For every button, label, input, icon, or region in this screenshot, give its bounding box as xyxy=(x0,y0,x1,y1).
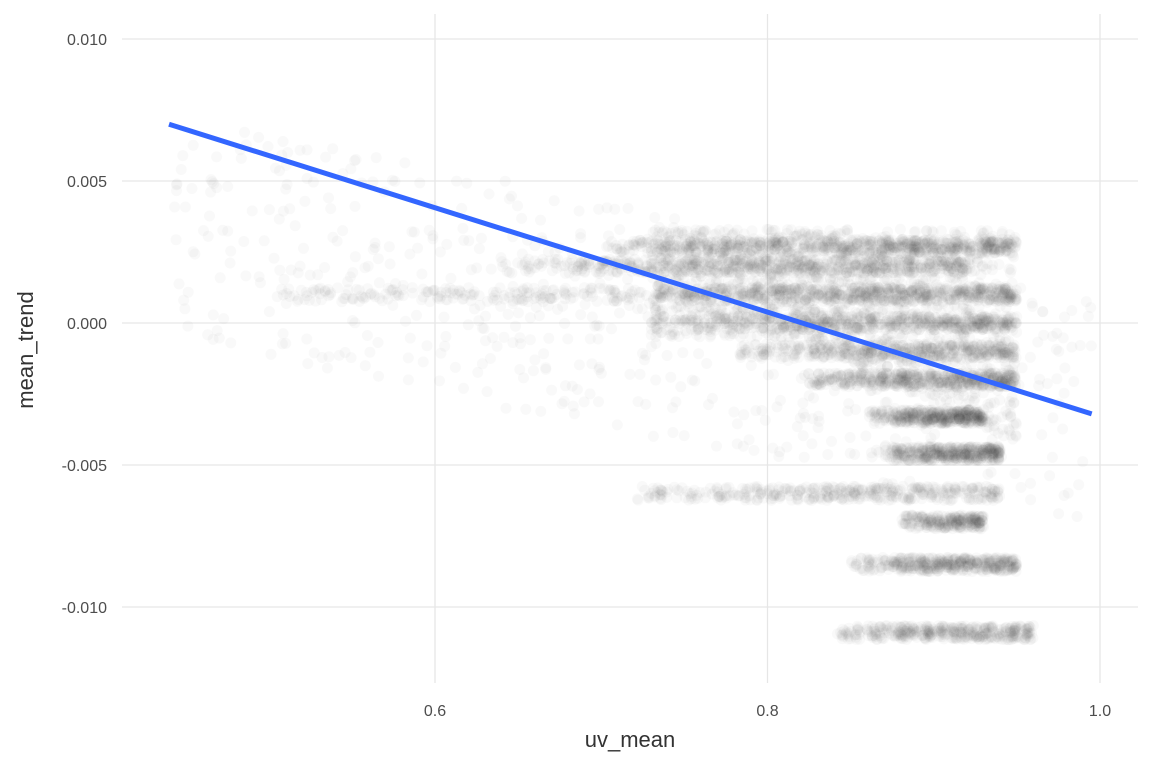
scatter-point xyxy=(648,483,659,494)
grid xyxy=(122,14,1138,683)
scatter-point xyxy=(547,285,558,296)
scatter-point xyxy=(608,285,619,296)
scatter-point xyxy=(567,287,578,298)
scatter-point xyxy=(977,444,988,455)
scatter-point xyxy=(913,452,924,463)
scatter-point xyxy=(853,494,864,505)
scatter-point xyxy=(886,494,897,505)
scatter-point xyxy=(903,455,914,466)
scatter-point xyxy=(942,416,953,427)
scatter-point xyxy=(760,343,771,354)
scatter-point xyxy=(692,493,703,504)
scatter-point xyxy=(838,481,849,492)
scatter-point xyxy=(580,260,591,271)
scatter-point xyxy=(407,282,418,293)
scatter-point xyxy=(891,445,902,456)
scatter-point xyxy=(897,514,908,525)
scatter-point xyxy=(829,489,840,500)
scatter-points xyxy=(169,127,1097,645)
scatter-point xyxy=(338,293,349,304)
scatter-point xyxy=(940,522,951,533)
scatter-point xyxy=(943,455,954,466)
scatter-point xyxy=(370,291,381,302)
scatter-point xyxy=(745,494,756,505)
scatter-point xyxy=(922,522,933,533)
scatter-point xyxy=(671,492,682,503)
scatter-point xyxy=(912,513,923,524)
scatter-point xyxy=(978,521,989,532)
scatter-point xyxy=(910,442,921,453)
scatter-point xyxy=(633,495,644,506)
scatter-point xyxy=(900,494,911,505)
scatter-point xyxy=(768,490,779,501)
scatter-point xyxy=(740,484,751,495)
scatter-point xyxy=(799,370,810,381)
scatter-point xyxy=(491,287,502,298)
scatter-point xyxy=(624,239,635,250)
scatter-point xyxy=(793,495,804,506)
scatter-point xyxy=(644,493,655,504)
scatter-point xyxy=(952,447,963,458)
scatter-point xyxy=(636,241,647,252)
scatter-point xyxy=(435,287,446,298)
scatter-point xyxy=(952,515,963,526)
scatter-point xyxy=(611,295,622,306)
scatter-point xyxy=(967,518,978,529)
scatter-point xyxy=(716,489,727,500)
scatter-point xyxy=(826,376,837,387)
scatter-point xyxy=(809,491,820,502)
scatter-point xyxy=(938,490,949,501)
scatter-point xyxy=(736,347,747,358)
scatter-point xyxy=(874,492,885,503)
scatter-point xyxy=(751,483,762,494)
